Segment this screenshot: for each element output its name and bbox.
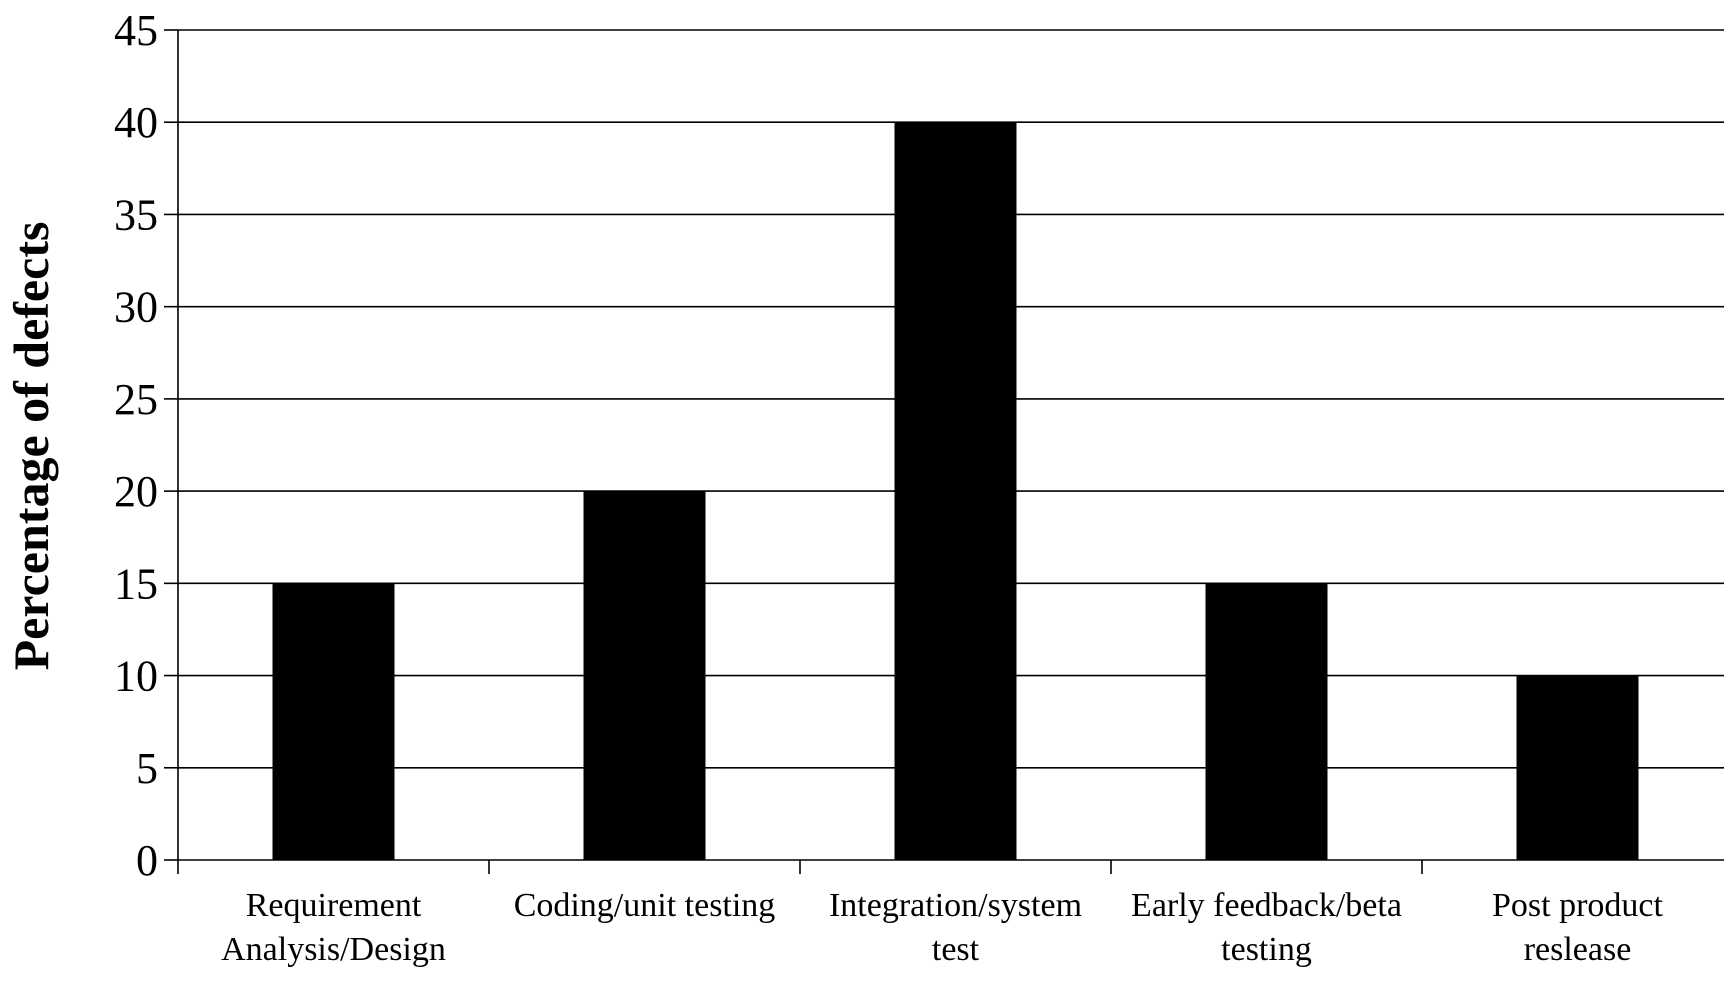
y-tick-label: 5 <box>136 744 158 793</box>
axes <box>164 29 1724 874</box>
y-tick-label: 30 <box>114 283 158 332</box>
bar <box>583 491 706 860</box>
bar <box>894 122 1017 860</box>
x-category-labels: Requirement Analysis/Design Coding/unit te… <box>221 887 1663 968</box>
x-category-label: Early feedback/beta <box>1131 887 1402 924</box>
x-category-label: Integration/system <box>829 887 1082 924</box>
x-category-label: testing <box>1221 931 1312 968</box>
y-tick-label: 20 <box>114 467 158 516</box>
y-tick-label: 15 <box>114 559 158 608</box>
y-tick-label: 10 <box>114 652 158 701</box>
bar <box>272 583 395 860</box>
y-tick-label: 35 <box>114 190 158 239</box>
y-tick-label: 25 <box>114 375 158 424</box>
bar <box>1516 675 1639 860</box>
y-tick-label: 40 <box>114 98 158 147</box>
x-category-label: Post product <box>1492 887 1664 924</box>
bars <box>272 122 1639 860</box>
x-category-label: Analysis/Design <box>221 931 446 968</box>
bar <box>1205 583 1328 860</box>
x-category-label: Coding/unit testing <box>514 887 776 924</box>
y-tick-labels: 0 5 10 15 20 25 30 35 40 45 <box>114 6 158 885</box>
y-tick-label: 0 <box>136 836 158 885</box>
y-tick-label: 45 <box>114 6 158 55</box>
y-axis-title: Percentage of defects <box>3 222 59 671</box>
x-category-label: test <box>932 931 980 968</box>
x-category-label: reslease <box>1524 931 1632 968</box>
x-category-label: Requirement <box>246 887 422 924</box>
